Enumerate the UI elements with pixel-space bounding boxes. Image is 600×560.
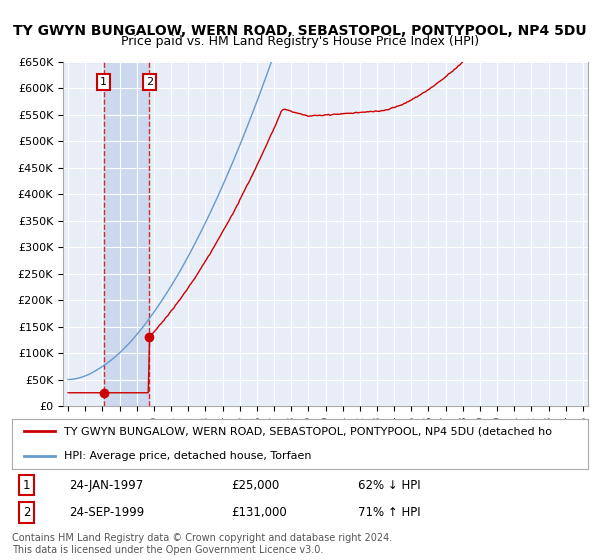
Text: Price paid vs. HM Land Registry's House Price Index (HPI): Price paid vs. HM Land Registry's House … <box>121 35 479 48</box>
Text: £131,000: £131,000 <box>231 506 287 519</box>
Text: 62% ↓ HPI: 62% ↓ HPI <box>358 479 420 492</box>
Text: TY GWYN BUNGALOW, WERN ROAD, SEBASTOPOL, PONTYPOOL, NP4 5DU: TY GWYN BUNGALOW, WERN ROAD, SEBASTOPOL,… <box>13 24 587 38</box>
Bar <box>104 62 149 406</box>
Text: 2: 2 <box>146 77 153 87</box>
Text: 71% ↑ HPI: 71% ↑ HPI <box>358 506 420 519</box>
Text: Contains HM Land Registry data © Crown copyright and database right 2024.
This d: Contains HM Land Registry data © Crown c… <box>12 533 392 555</box>
Text: 24-JAN-1997: 24-JAN-1997 <box>70 479 144 492</box>
Text: 1: 1 <box>23 479 30 492</box>
Text: HPI: Average price, detached house, Torfaen: HPI: Average price, detached house, Torf… <box>64 451 311 461</box>
Text: TY GWYN BUNGALOW, WERN ROAD, SEBASTOPOL, PONTYPOOL, NP4 5DU (detached ho: TY GWYN BUNGALOW, WERN ROAD, SEBASTOPOL,… <box>64 426 552 436</box>
Text: £25,000: £25,000 <box>231 479 279 492</box>
Text: 24-SEP-1999: 24-SEP-1999 <box>70 506 145 519</box>
Text: 2: 2 <box>23 506 30 519</box>
Text: 1: 1 <box>100 77 107 87</box>
